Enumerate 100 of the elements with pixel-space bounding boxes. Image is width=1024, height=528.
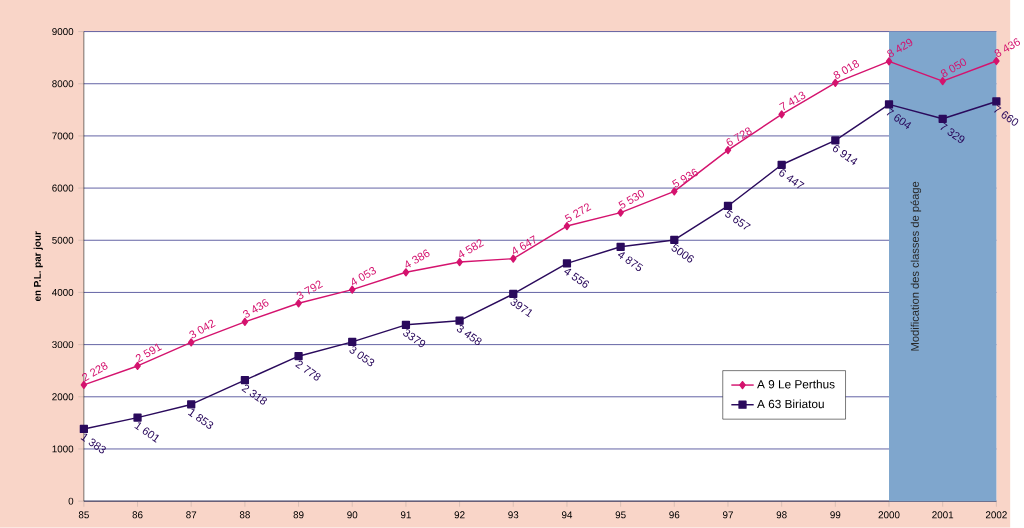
y-tick-label: 9000 <box>52 28 74 36</box>
point <box>884 100 894 109</box>
data-label: 2 778 <box>295 360 321 381</box>
data-label: 8 436 <box>994 38 1021 58</box>
data-label: 5 936 <box>672 168 698 188</box>
data-label: 7 660 <box>994 105 1019 126</box>
point <box>456 258 463 267</box>
point <box>992 97 1001 106</box>
data-label: 4 647 <box>513 235 536 255</box>
y-tick-label: 3000 <box>52 341 74 349</box>
data-label: 7 604 <box>886 108 912 130</box>
data-label: 4 582 <box>459 239 484 258</box>
data-label: 5 657 <box>725 209 751 230</box>
y-tick-label: 8000 <box>52 80 74 88</box>
y-tick-label: 7000 <box>52 132 74 140</box>
point <box>617 208 624 217</box>
data-label: 3 792 <box>296 280 323 300</box>
x-tick-label: 93 <box>508 511 519 519</box>
x-tick-label: 96 <box>669 511 680 519</box>
data-label: 1 853 <box>188 409 214 429</box>
point <box>402 268 410 277</box>
point <box>241 317 249 327</box>
x-tick-label: 2000 <box>878 511 900 519</box>
y-tick-label: 1000 <box>52 445 74 453</box>
point <box>295 299 302 308</box>
legend-label: A 63 Biriatou <box>757 399 824 409</box>
point <box>187 400 196 409</box>
x-tick-label: 88 <box>239 511 250 519</box>
point <box>401 320 411 330</box>
data-label: 6 728 <box>726 127 752 146</box>
point <box>563 222 571 231</box>
data-label: 4 556 <box>564 268 589 288</box>
point <box>348 285 356 294</box>
data-label: 4 053 <box>351 267 377 286</box>
x-tick-label: 95 <box>615 511 626 519</box>
point <box>133 413 142 422</box>
point <box>832 78 839 88</box>
point <box>670 235 679 245</box>
data-label: 6 447 <box>779 169 805 189</box>
y-tick-label: 4000 <box>52 289 74 297</box>
x-tick-label: 86 <box>132 511 143 519</box>
data-label: 3 053 <box>349 346 375 367</box>
data-label: 4 386 <box>405 249 430 268</box>
y-tick-label: 0 <box>68 497 74 505</box>
x-tick-label: 2002 <box>985 511 1007 519</box>
point <box>348 337 357 347</box>
y-axis-title: en P.L. par jour <box>33 231 43 302</box>
data-label: 3 458 <box>456 325 482 346</box>
data-label: 3 042 <box>189 319 216 339</box>
data-label: 3 436 <box>243 299 269 318</box>
point <box>938 114 947 123</box>
x-tick-label: 98 <box>776 511 787 519</box>
data-label: 2 228 <box>82 362 108 382</box>
point <box>510 254 517 263</box>
data-label: 2 318 <box>241 384 267 405</box>
x-tick-label: 90 <box>347 511 358 519</box>
point <box>777 160 786 169</box>
data-label: 6 914 <box>832 145 858 166</box>
x-tick-label: 85 <box>78 511 89 519</box>
data-label: 5 530 <box>618 190 645 209</box>
point <box>939 77 946 86</box>
data-label: 5 272 <box>564 203 592 223</box>
data-label: 8 050 <box>940 58 967 78</box>
x-tick-label: 87 <box>186 511 197 519</box>
x-tick-label: 99 <box>830 511 841 519</box>
point <box>723 201 733 211</box>
x-tick-label: 2001 <box>932 511 954 519</box>
data-label: 7 413 <box>779 91 806 111</box>
data-label: 4 875 <box>617 252 644 272</box>
point <box>724 146 732 155</box>
x-tick-label: 91 <box>400 511 411 519</box>
y-tick-label: 6000 <box>52 184 74 192</box>
x-tick-label: 97 <box>722 511 733 519</box>
band-label: Modification des classes de péage <box>910 181 922 351</box>
point <box>671 187 678 196</box>
data-label: 3379 <box>403 329 426 348</box>
data-label: 8 018 <box>833 60 860 79</box>
point <box>79 424 88 434</box>
x-tick-label: 89 <box>293 511 304 519</box>
point <box>509 289 518 299</box>
data-label: 1 383 <box>80 433 106 454</box>
point <box>294 352 303 361</box>
legend-label: A 9 Le Perthus <box>757 379 835 389</box>
point <box>778 110 785 119</box>
point <box>562 259 572 268</box>
point <box>831 136 840 145</box>
point <box>885 57 893 66</box>
y-tick-label: 2000 <box>52 393 74 401</box>
point <box>240 376 250 385</box>
y-tick-label: 5000 <box>52 236 74 244</box>
data-label: 7 329 <box>940 122 965 143</box>
data-label: 1 601 <box>134 422 159 443</box>
point <box>993 56 1000 66</box>
data-label: 2 591 <box>135 343 162 363</box>
data-label: 8 429 <box>887 38 913 58</box>
point <box>455 316 464 325</box>
x-tick-label: 92 <box>454 511 465 519</box>
x-tick-label: 94 <box>561 511 573 519</box>
point <box>187 338 195 347</box>
point <box>616 242 625 252</box>
